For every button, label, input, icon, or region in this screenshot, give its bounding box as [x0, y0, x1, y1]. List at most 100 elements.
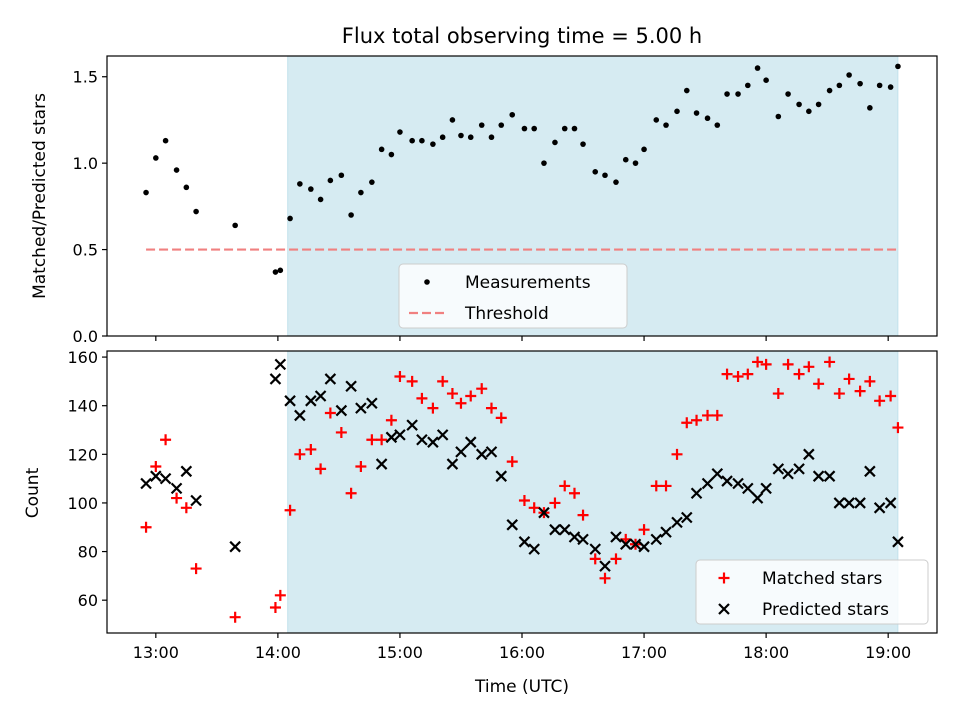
x-tick-label: 18:00 [743, 643, 789, 662]
bottom-x-axis-label: Time (UTC) [474, 677, 569, 697]
data-point [589, 543, 602, 555]
data-point [376, 434, 388, 446]
bottom-y-tick-label: 140 [67, 397, 98, 416]
data-point [711, 467, 724, 480]
data-point [836, 82, 843, 89]
data-point [701, 477, 714, 490]
data-point [509, 111, 516, 118]
data-point [561, 125, 568, 132]
data-point [416, 433, 428, 446]
data-point [375, 458, 388, 470]
data-point [541, 160, 547, 166]
data-point [427, 402, 439, 414]
data-point [580, 141, 586, 147]
top-y-tick-label: 0.5 [73, 241, 98, 260]
data-point [160, 434, 172, 446]
data-point [528, 502, 540, 514]
data-point [752, 356, 764, 368]
data-point [170, 482, 183, 495]
data-point [681, 511, 693, 524]
data-point [437, 375, 449, 387]
data-point [305, 443, 317, 455]
data-point [159, 472, 172, 485]
data-point [660, 526, 672, 538]
data-point [760, 482, 772, 495]
data-point [745, 82, 751, 89]
data-point [843, 497, 855, 509]
legend-marker [718, 572, 730, 584]
data-point [549, 497, 561, 509]
data-point [577, 509, 589, 521]
data-point [140, 477, 152, 490]
data-point [690, 487, 703, 499]
data-point [660, 480, 672, 492]
data-point [531, 125, 538, 132]
data-point [378, 146, 385, 153]
data-point [812, 470, 825, 482]
data-point [732, 371, 744, 383]
data-point [388, 151, 395, 158]
data-point [843, 373, 855, 385]
data-point [650, 480, 662, 492]
x-tick-label: 19:00 [865, 643, 911, 662]
data-point [632, 160, 639, 166]
data-point [803, 361, 815, 373]
data-point [823, 470, 836, 482]
data-point [308, 186, 314, 192]
bottom-y-tick-label: 60 [78, 591, 98, 610]
data-point [232, 222, 238, 229]
data-point [772, 388, 784, 400]
data-point [485, 446, 498, 458]
top-y-tick-label: 1.0 [73, 154, 98, 173]
data-point [315, 463, 327, 475]
x-tick-label: 14:00 [255, 643, 301, 662]
data-point [813, 378, 825, 390]
data-point [274, 589, 286, 601]
data-point [549, 523, 561, 536]
data-point [732, 477, 744, 490]
data-point [476, 383, 488, 395]
top-y-axis-label: Matched/Predicted stars [30, 93, 50, 299]
data-point [671, 516, 683, 529]
data-point [592, 169, 599, 175]
data-point [150, 470, 162, 482]
data-point [742, 368, 754, 380]
data-point [671, 448, 683, 460]
data-point [892, 536, 904, 548]
data-point [394, 371, 406, 383]
data-point [140, 521, 152, 533]
data-point [846, 72, 852, 78]
data-point [284, 395, 296, 407]
data-point [589, 553, 601, 565]
data-point [892, 422, 904, 434]
data-point [613, 179, 619, 185]
legend-marker [718, 603, 730, 615]
data-point [409, 137, 415, 144]
data-point [335, 426, 347, 438]
data-point [475, 448, 488, 461]
data-point [691, 414, 703, 426]
data-point [854, 385, 866, 397]
x-tick-label: 15:00 [377, 643, 423, 662]
data-point [183, 184, 190, 191]
data-point [735, 91, 741, 97]
data-point [528, 543, 540, 555]
data-point [335, 404, 348, 417]
data-point [568, 531, 581, 543]
top-legend-box [398, 263, 628, 329]
data-point [297, 181, 303, 187]
bottom-series-2 [140, 358, 904, 572]
data-point [385, 431, 398, 444]
data-point [704, 115, 711, 122]
data-point [552, 139, 558, 146]
data-point [385, 414, 397, 426]
legend-label: Measurements [465, 273, 591, 293]
data-point [650, 533, 663, 546]
data-point [430, 141, 436, 147]
data-point [269, 373, 282, 385]
data-point [876, 82, 883, 89]
data-point [324, 407, 336, 419]
data-point [327, 177, 334, 184]
data-point [338, 172, 345, 179]
